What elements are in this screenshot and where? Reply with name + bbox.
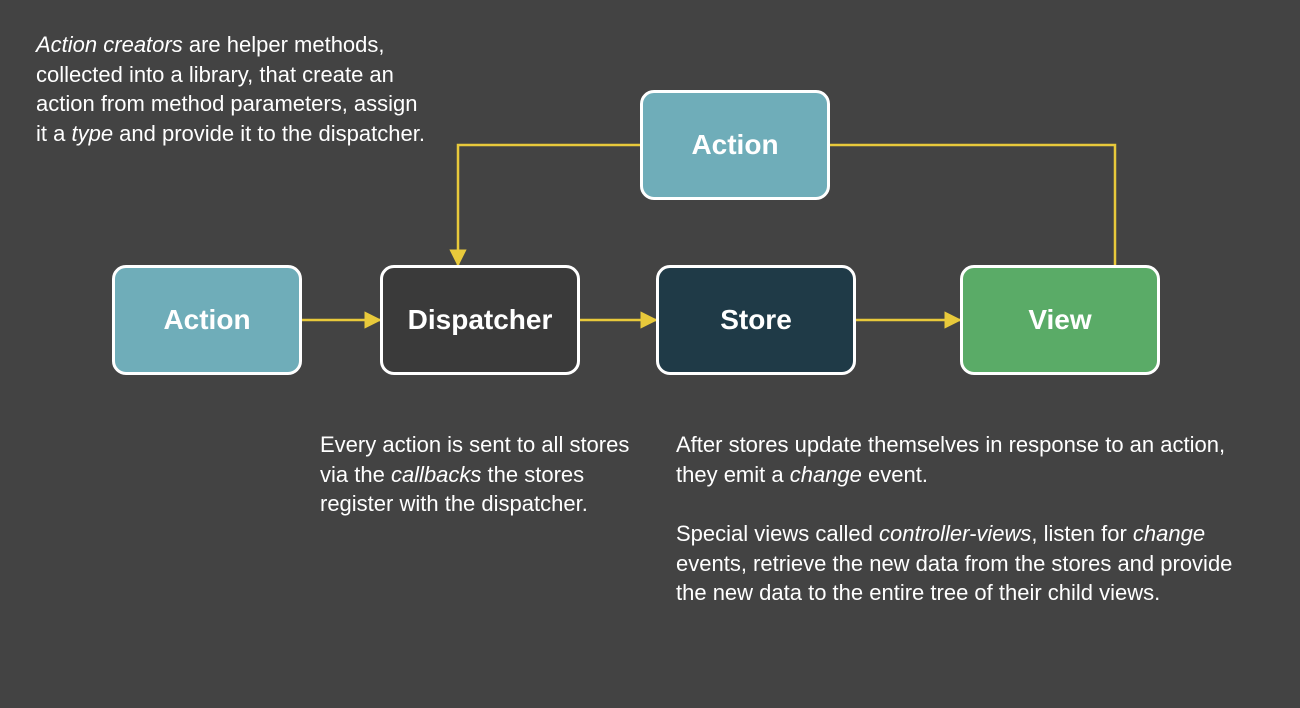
node-view: View: [960, 265, 1160, 375]
edge-view-to-action-top: [830, 145, 1115, 265]
node-store: Store: [656, 265, 856, 375]
node-dispatcher: Dispatcher: [380, 265, 580, 375]
node-label: Action: [163, 304, 250, 336]
node-label: Dispatcher: [408, 304, 553, 336]
node-label: View: [1028, 304, 1091, 336]
edge-action-top-to-dispatcher: [458, 145, 640, 265]
node-label: Action: [691, 129, 778, 161]
desc-mid: Every action is sent to all stores via t…: [320, 430, 640, 519]
node-action-top: Action: [640, 90, 830, 200]
node-label: Store: [720, 304, 792, 336]
desc-right: After stores update themselves in respon…: [676, 430, 1236, 608]
desc-top-left: Action creators are helper methods, coll…: [36, 30, 426, 149]
node-action-left: Action: [112, 265, 302, 375]
